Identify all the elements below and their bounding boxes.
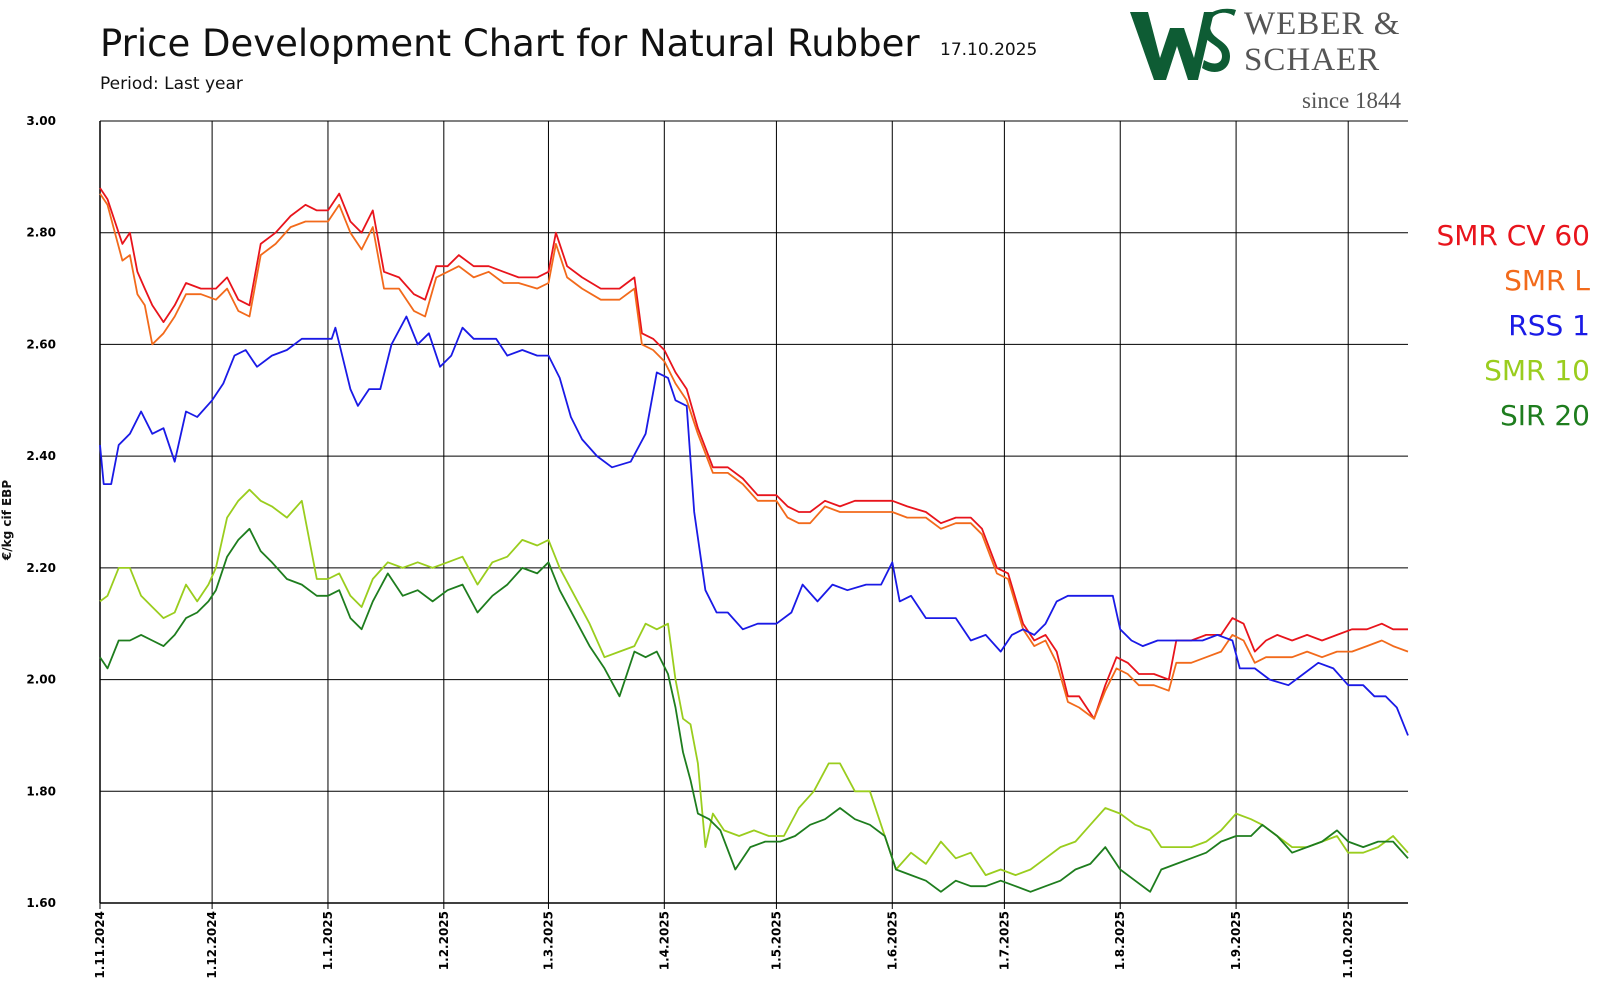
y-tick-label: 2.80 bbox=[26, 226, 56, 240]
y-tick-label: 2.20 bbox=[26, 561, 56, 575]
x-tick-label: 1.5.2025 bbox=[769, 911, 783, 970]
legend-item-sir-20: SIR 20 bbox=[1499, 399, 1590, 432]
x-tick-label: 1.8.2025 bbox=[1113, 911, 1127, 970]
legend-item-smr-l: SMR L bbox=[1504, 264, 1590, 297]
chart-date: 17.10.2025 bbox=[940, 40, 1038, 60]
chart-title: Price Development Chart for Natural Rubb… bbox=[100, 22, 920, 65]
series-line-sir-20 bbox=[99, 527, 1409, 893]
x-tick-label: 1.4.2025 bbox=[657, 911, 671, 970]
grid bbox=[99, 120, 1408, 909]
company-logo: WEBER & SCHAER since 1844 bbox=[1130, 6, 1420, 116]
logo-line-1: WEBER & bbox=[1244, 6, 1401, 42]
series-lines bbox=[99, 187, 1409, 893]
x-tick-label: 1.9.2025 bbox=[1229, 911, 1243, 970]
series-line-smr-10 bbox=[99, 488, 1409, 876]
logo-company-name: WEBER & SCHAER bbox=[1244, 6, 1400, 78]
x-tick-label: 1.2.2025 bbox=[437, 911, 451, 970]
legend: SMR CV 60 SMR L RSS 1 SMR 10 SIR 20 bbox=[1436, 213, 1590, 438]
logo-line-2: SCHAER bbox=[1244, 42, 1381, 78]
y-tick-label: 1.60 bbox=[26, 896, 56, 910]
series-line-rss-1 bbox=[99, 315, 1409, 736]
x-tick-label: 1.11.2024 bbox=[93, 911, 107, 979]
x-tick-label: 1.1.2025 bbox=[321, 911, 335, 970]
x-tick-label: 1.12.2024 bbox=[205, 911, 219, 979]
series-line-smr-l bbox=[99, 193, 1409, 720]
y-tick-label: 2.40 bbox=[26, 449, 56, 463]
legend-item-smr-cv-60: SMR CV 60 bbox=[1436, 219, 1590, 252]
legend-item-smr-10: SMR 10 bbox=[1484, 354, 1590, 387]
y-tick-label: 3.00 bbox=[26, 114, 56, 128]
legend-item-rss-1: RSS 1 bbox=[1508, 309, 1590, 342]
logo-since: since 1844 bbox=[1302, 88, 1402, 113]
chart-period: Period: Last year bbox=[100, 74, 243, 94]
y-tick-label: 1.80 bbox=[26, 784, 56, 798]
x-tick-label: 1.6.2025 bbox=[885, 911, 899, 970]
y-tick-label: 2.60 bbox=[26, 337, 56, 351]
x-tick-label: 1.10.2025 bbox=[1341, 911, 1355, 979]
x-tick-label: 1.7.2025 bbox=[997, 911, 1011, 970]
y-tick-label: 2.00 bbox=[26, 673, 56, 687]
series-line-smr-cv-60 bbox=[99, 187, 1408, 720]
y-tick-labels: 1.60 1.80 2.00 2.20 2.40 2.60 2.80 3.00 bbox=[26, 114, 56, 910]
x-tick-labels: 1.11.2024 1.12.2024 1.1.2025 1.2.2025 1.3.20… bbox=[93, 911, 1355, 979]
x-tick-label: 1.3.2025 bbox=[541, 911, 555, 970]
ws-monogram-icon bbox=[1130, 8, 1236, 80]
